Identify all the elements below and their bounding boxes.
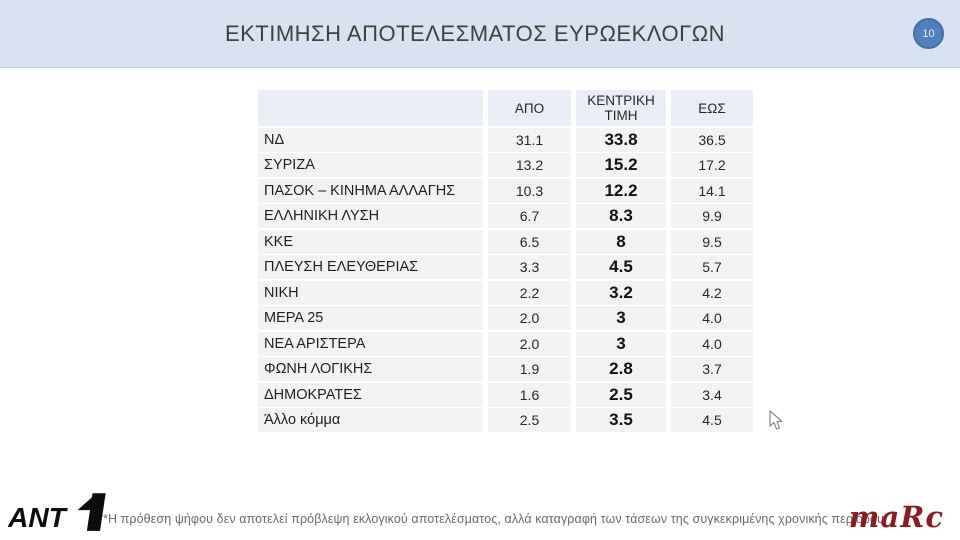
central-value-cell: 3.2 [576, 280, 666, 305]
poll-table: ΑΠΟ ΚΕΝΤΡΙΚΗ ΤΙΜΗ ΕΩΣ ΝΔ 31.1 33.8 36.5 … [258, 90, 753, 432]
party-name-cell: ΠΛΕΥΣΗ ΕΛΕΥΘΕΡΙΑΣ [258, 255, 483, 279]
central-value-cell: 12.2 [576, 178, 666, 203]
central-value-cell: 2.8 [576, 357, 666, 381]
from-value-cell: 6.5 [488, 229, 571, 254]
party-name-cell: ΝΔ [258, 127, 483, 152]
to-value-cell: 9.9 [671, 204, 753, 228]
party-name-cell: ΠΑΣΟΚ – ΚΙΝΗΜΑ ΑΛΛΑΓΗΣ [258, 178, 483, 203]
to-value-cell: 17.2 [671, 153, 753, 177]
party-name-cell: Άλλο κόμμα [258, 408, 483, 432]
from-value-cell: 2.2 [488, 280, 571, 305]
to-value-cell: 14.1 [671, 178, 753, 203]
marc-logo: maRc [848, 500, 944, 534]
to-value-cell: 4.0 [671, 306, 753, 330]
party-name-cell: ΚΚΕ [258, 229, 483, 254]
page-number-badge: 10 [913, 18, 944, 49]
to-value-cell: 4.5 [671, 408, 753, 432]
central-value-cell: 15.2 [576, 153, 666, 177]
party-name-cell: ΦΩΝΗ ΛΟΓΙΚΗΣ [258, 357, 483, 381]
party-name-cell: ΝΕΑ ΑΡΙΣΤΕΡΑ [258, 331, 483, 356]
from-value-cell: 2.0 [488, 306, 571, 330]
to-value-cell: 9.5 [671, 229, 753, 254]
from-value-cell: 31.1 [488, 127, 571, 152]
slide-header-band: ΕΚΤΙΜΗΣΗ ΑΠΟΤΕΛΕΣΜΑΤΟΣ ΕΥΡΩΕΚΛΟΓΩΝ [0, 0, 960, 68]
central-value-cell: 3 [576, 331, 666, 356]
party-name-cell: ΕΛΛΗΝΙΚΗ ΛΥΣΗ [258, 204, 483, 228]
table-header-to: ΕΩΣ [671, 90, 753, 126]
page-number: 10 [922, 27, 935, 40]
to-value-cell: 36.5 [671, 127, 753, 152]
to-value-cell: 3.7 [671, 357, 753, 381]
from-value-cell: 1.9 [488, 357, 571, 381]
disclaimer-note: *Η πρόθεση ψήφου δεν αποτελεί πρόβλεψη ε… [103, 512, 888, 526]
central-value-cell: 8 [576, 229, 666, 254]
to-value-cell: 3.4 [671, 382, 753, 407]
from-value-cell: 1.6 [488, 382, 571, 407]
from-value-cell: 6.7 [488, 204, 571, 228]
central-value-cell: 33.8 [576, 127, 666, 152]
central-value-cell: 2.5 [576, 382, 666, 407]
table-header-from: ΑΠΟ [488, 90, 571, 126]
to-value-cell: 5.7 [671, 255, 753, 279]
from-value-cell: 3.3 [488, 255, 571, 279]
party-name-cell: ΣΥΡΙΖΑ [258, 153, 483, 177]
from-value-cell: 13.2 [488, 153, 571, 177]
central-value-cell: 3.5 [576, 408, 666, 432]
party-name-cell: ΜΕΡΑ 25 [258, 306, 483, 330]
mouse-cursor-icon [769, 410, 783, 430]
page-title: ΕΚΤΙΜΗΣΗ ΑΠΟΤΕΛΕΣΜΑΤΟΣ ΕΥΡΩΕΚΛΟΓΩΝ [224, 20, 726, 46]
table-header-empty [258, 90, 483, 126]
central-value-cell: 3 [576, 306, 666, 330]
central-value-cell: 8.3 [576, 204, 666, 228]
central-value-cell: 4.5 [576, 255, 666, 279]
to-value-cell: 4.2 [671, 280, 753, 305]
table-header-central: ΚΕΝΤΡΙΚΗ ΤΙΜΗ [576, 90, 666, 126]
from-value-cell: 2.0 [488, 331, 571, 356]
party-name-cell: ΝΙΚΗ [258, 280, 483, 305]
from-value-cell: 10.3 [488, 178, 571, 203]
ant1-logo: ANT [8, 493, 106, 533]
to-value-cell: 4.0 [671, 331, 753, 356]
from-value-cell: 2.5 [488, 408, 571, 432]
party-name-cell: ΔΗΜΟΚΡΑΤΕΣ [258, 382, 483, 407]
svg-text:ANT: ANT [8, 501, 69, 533]
